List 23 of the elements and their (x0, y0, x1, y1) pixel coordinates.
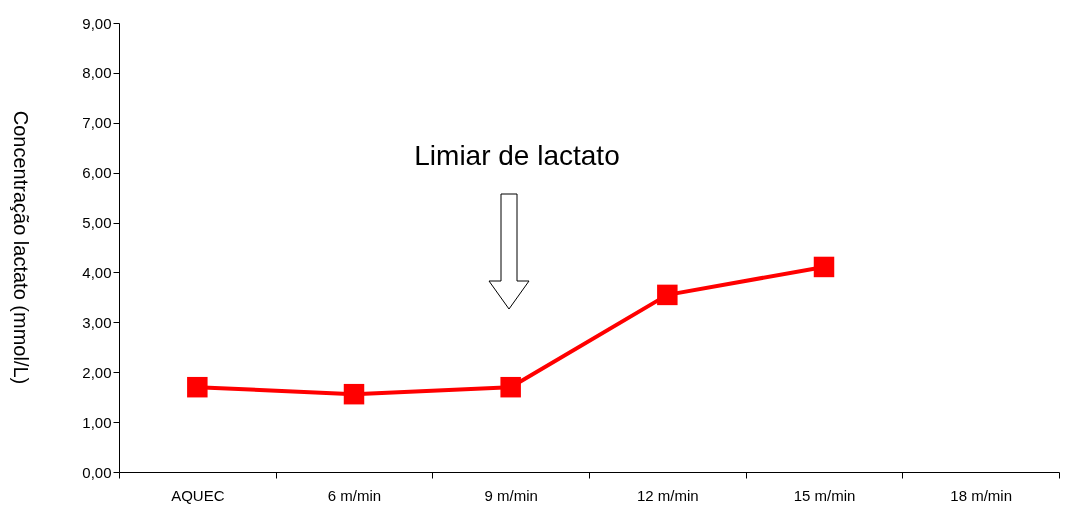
annotation: Limiar de lactato (414, 140, 620, 171)
point (657, 284, 678, 306)
x-tick-label: 18 m/min (950, 486, 1013, 504)
y-tick-label: 7,00 (82, 114, 112, 132)
y-tick-label: 3,00 (82, 313, 112, 331)
x-tick-label: 12 m/min (636, 486, 699, 504)
point (500, 376, 521, 398)
y-tick-label: 1,00 (82, 413, 112, 431)
point (187, 376, 208, 398)
y-tick-label: 0,00 (82, 463, 112, 481)
x-tick-label: 15 m/min (793, 486, 856, 504)
x-tick-label: 6 m/min (327, 486, 382, 504)
point (813, 256, 835, 278)
y-axis-title: Concentração lactato (mmol/L) (9, 110, 32, 385)
y-tick-label: 2,00 (82, 363, 112, 381)
x-tick-label: 9 m/min (484, 486, 538, 504)
y-tick-label: 9,00 (82, 14, 112, 32)
x-tick-label: AQUEC (171, 486, 225, 504)
y-tick-label: 6,00 (82, 164, 112, 182)
y-tick-label: 8,00 (82, 64, 112, 82)
y-tick-label: 5,00 (82, 214, 112, 232)
point (343, 383, 365, 405)
y-tick-label: 4,00 (82, 263, 112, 281)
